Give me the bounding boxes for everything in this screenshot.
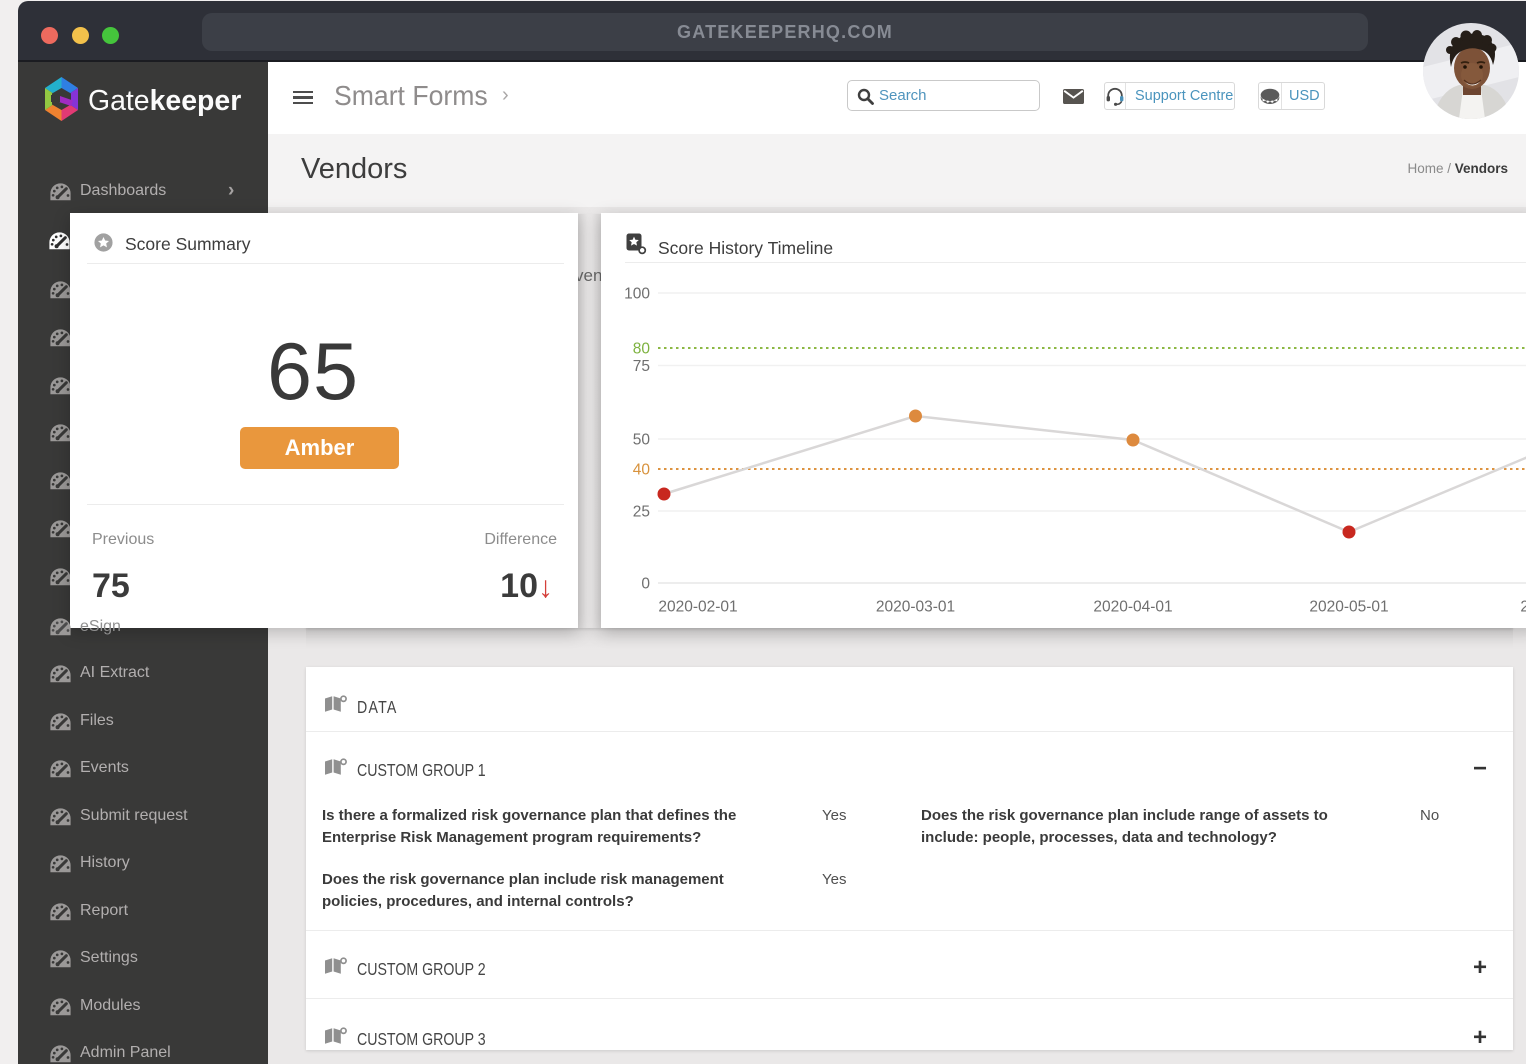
svg-text:75: 75: [633, 358, 650, 375]
svg-text:25: 25: [633, 504, 650, 521]
svg-text:2020-03-01: 2020-03-01: [876, 599, 955, 616]
svg-text:80: 80: [633, 341, 651, 358]
svg-text:2020-04-01: 2020-04-01: [1093, 599, 1172, 616]
svg-text:0: 0: [641, 576, 650, 593]
svg-text:2020-05-01: 2020-05-01: [1309, 599, 1388, 616]
svg-text:40: 40: [633, 462, 651, 479]
svg-text:2020-02-01: 2020-02-01: [658, 599, 737, 616]
svg-text:100: 100: [624, 286, 650, 303]
svg-text:2020-06-01: 2020-06-01: [1520, 599, 1526, 616]
svg-text:50: 50: [633, 432, 651, 449]
